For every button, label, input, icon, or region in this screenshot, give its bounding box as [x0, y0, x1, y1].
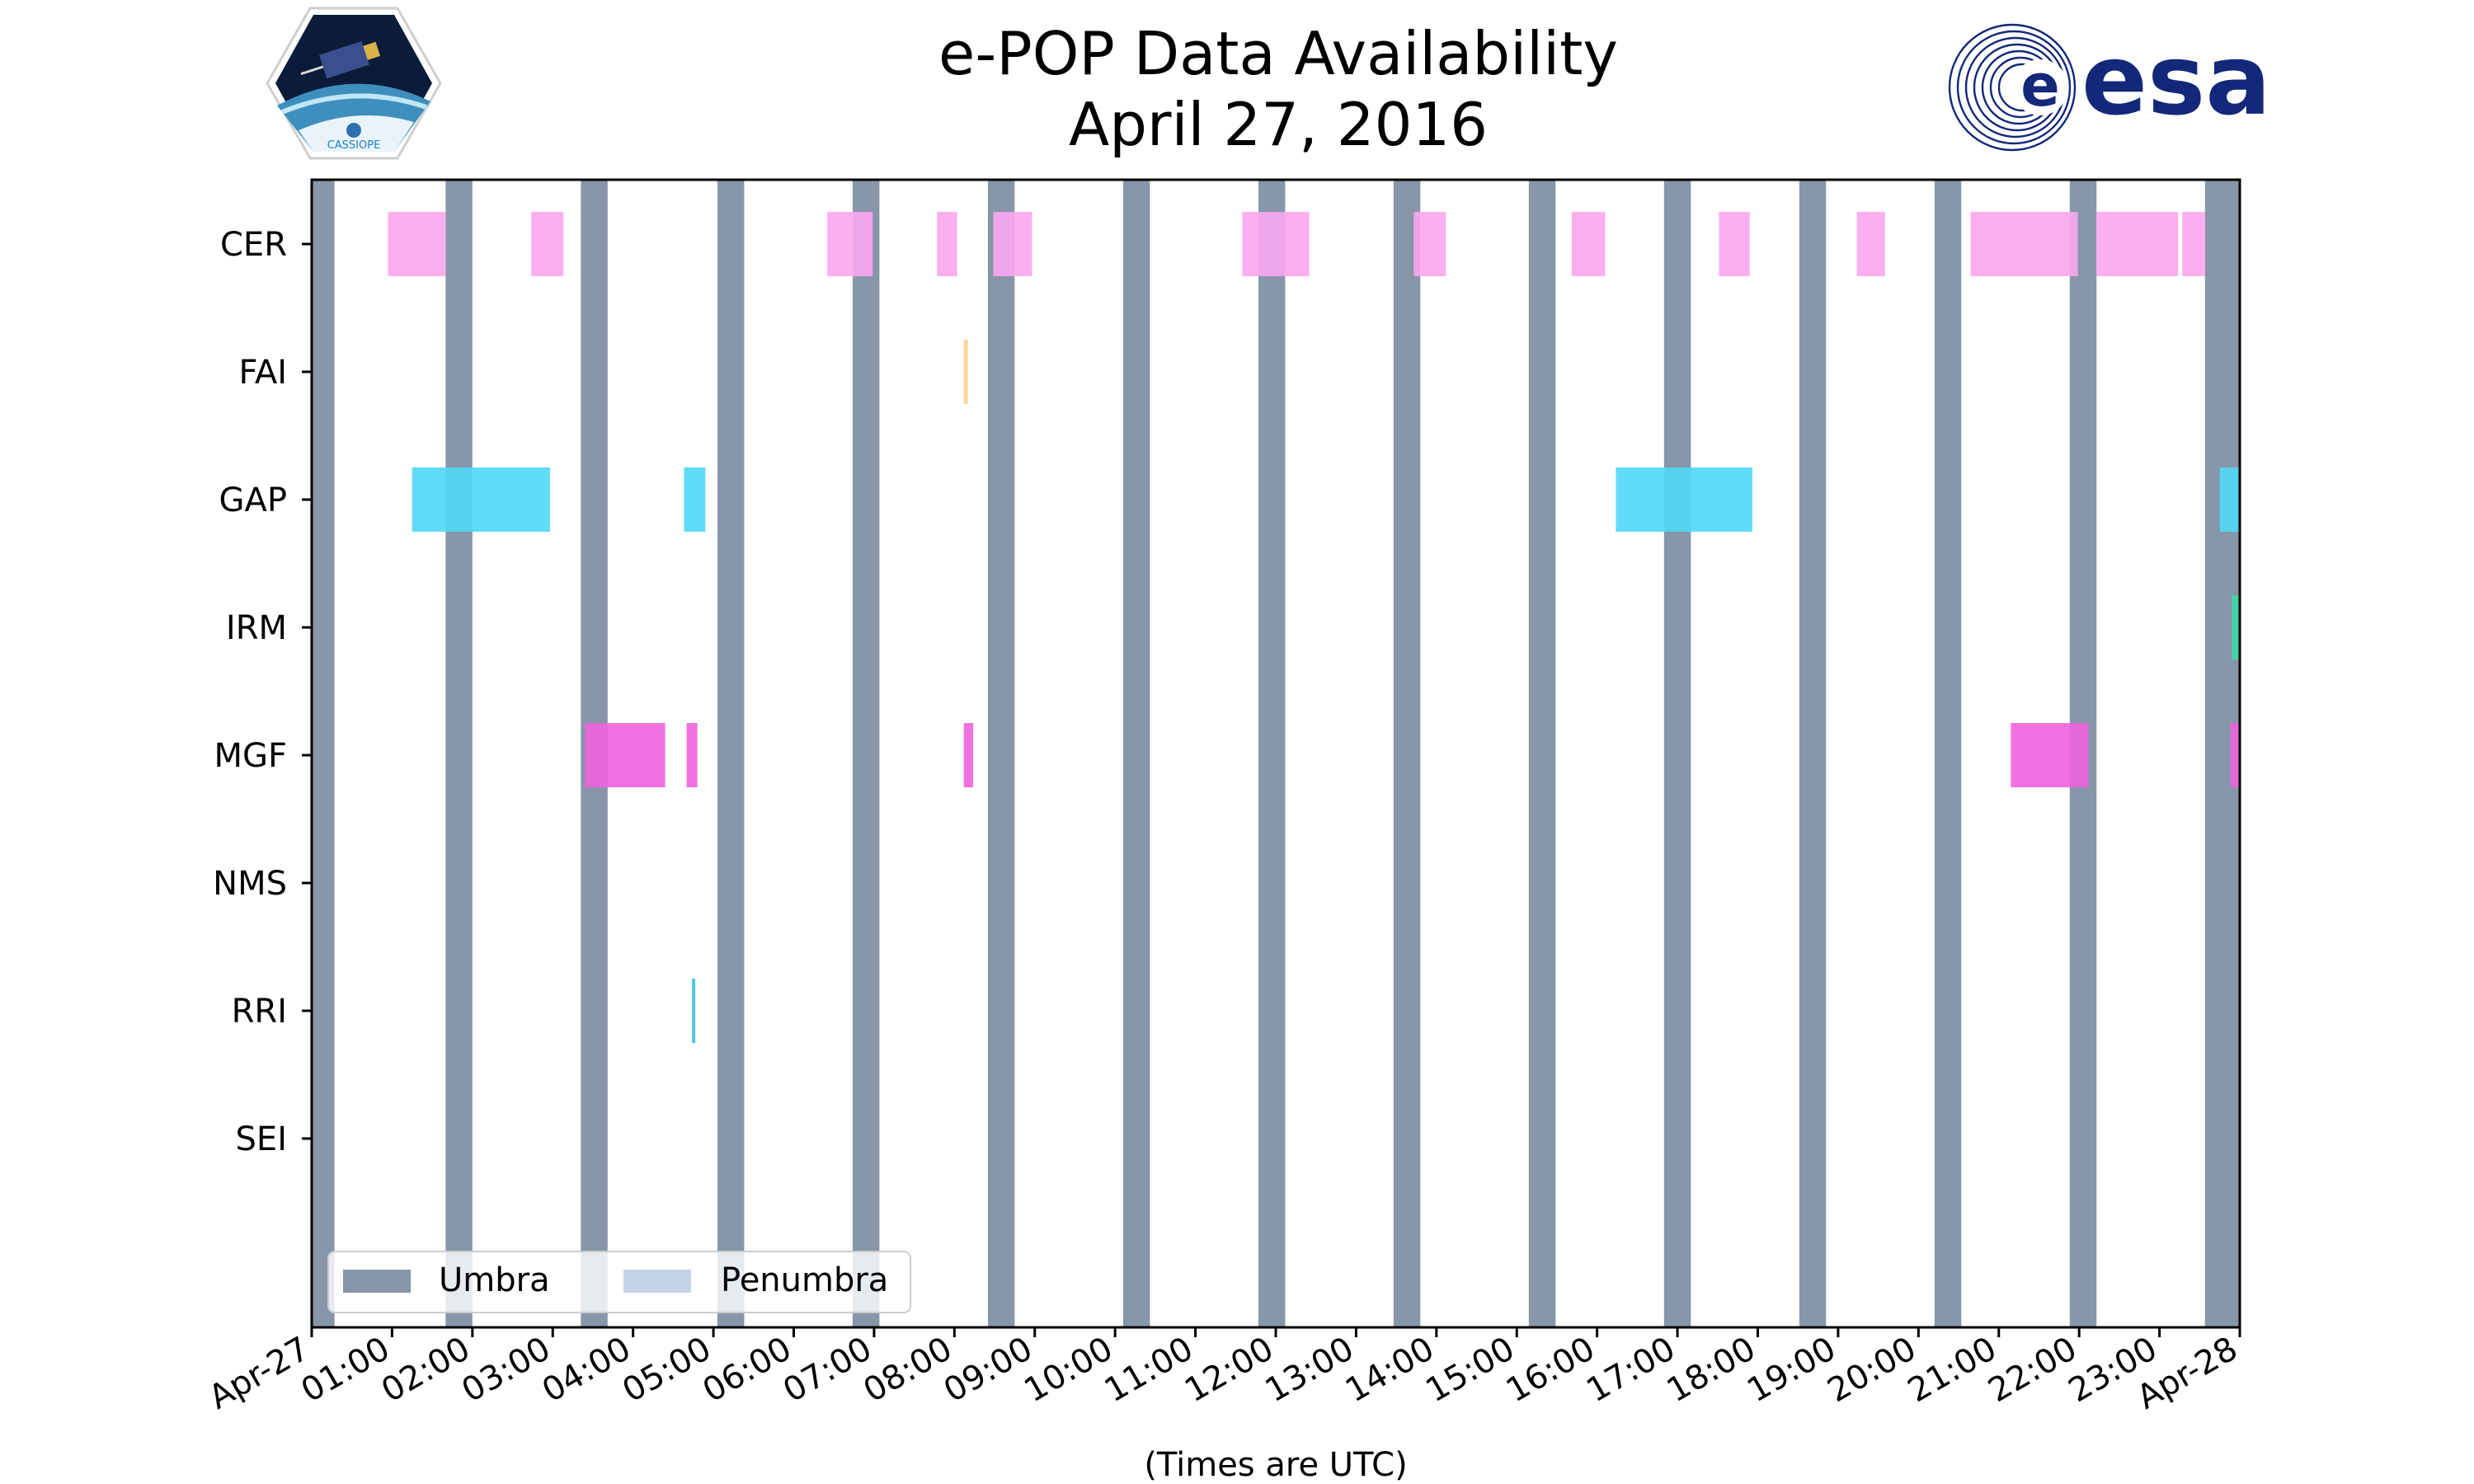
- umbra-band: [1934, 180, 1962, 1327]
- availability-bar-mgf: [585, 723, 666, 787]
- legend-umbra-swatch: [343, 1270, 411, 1293]
- x-tick-label: 01:00: [295, 1330, 397, 1410]
- availability-bar-gap: [412, 467, 551, 532]
- availability-bar-cer: [993, 212, 1032, 276]
- title-line-2: April 27, 2016: [1068, 90, 1489, 159]
- availability-bar-cer: [1719, 212, 1750, 276]
- cassiope-logo: CASSIOPE: [266, 7, 442, 160]
- availability-bar-cer: [2182, 212, 2205, 276]
- umbra-band: [1393, 180, 1421, 1327]
- x-tick-label: Apr-27: [203, 1330, 316, 1417]
- x-tick-label: 09:00: [938, 1330, 1039, 1410]
- availability-bar-mgf: [2230, 723, 2240, 787]
- legend-box: [327, 1251, 911, 1313]
- y-axis: CER FAI GAP IRM MGF NMS RRI SEI: [213, 226, 312, 1158]
- chart-title: e-POP Data Availability April 27, 2016: [783, 18, 1773, 160]
- x-tick-label: 19:00: [1741, 1330, 1842, 1410]
- availability-bar-gap: [1616, 467, 1753, 532]
- availability-bar-gap: [684, 467, 706, 532]
- x-tick-label: 16:00: [1500, 1330, 1602, 1410]
- availability-bar-cer: [1242, 212, 1310, 276]
- availability-bar-irm: [2232, 595, 2240, 660]
- availability-bar-cer: [937, 212, 957, 276]
- y-tick-label: SEI: [236, 1120, 287, 1158]
- umbra-band: [312, 180, 335, 1327]
- umbra-band: [1528, 180, 1556, 1327]
- y-tick-label: RRI: [232, 993, 287, 1031]
- x-tick-label: 13:00: [1259, 1330, 1361, 1410]
- x-tick-label: 06:00: [697, 1330, 798, 1410]
- x-tick-label: 10:00: [1018, 1330, 1119, 1410]
- availability-bar-mgf: [686, 723, 698, 787]
- x-tick-label: 21:00: [1902, 1330, 2003, 1410]
- esa-logo: e esa: [1948, 23, 2271, 152]
- availability-bar-cer: [827, 212, 873, 276]
- y-tick-label: GAP: [219, 481, 287, 519]
- x-tick-label: 11:00: [1098, 1330, 1200, 1410]
- umbra-band: [1122, 180, 1150, 1327]
- availability-bar-gap: [2219, 467, 2240, 532]
- x-tick-label: 18:00: [1661, 1330, 1762, 1410]
- availability-bar-cer: [1571, 212, 1606, 276]
- x-tick-label: 07:00: [777, 1330, 878, 1410]
- umbra-band: [717, 180, 745, 1327]
- availability-bar-cer: [1856, 212, 1885, 276]
- x-axis-label: (Times are UTC): [1144, 1446, 1407, 1484]
- availability-bar-cer: [2096, 212, 2179, 276]
- cassiope-logo-text: CASSIOPE: [327, 139, 381, 152]
- x-tick-label: 05:00: [616, 1330, 717, 1410]
- x-tick-label: 02:00: [375, 1330, 477, 1410]
- x-tick-label: 14:00: [1339, 1330, 1441, 1410]
- plot-area: [312, 180, 2240, 1327]
- y-tick-label: CER: [220, 226, 287, 264]
- umbra-band: [1258, 180, 1286, 1327]
- x-tick-label: 15:00: [1419, 1330, 1521, 1410]
- esa-logo-e: e: [2020, 52, 2059, 120]
- legend-penumbra-label: Penumbra: [721, 1261, 888, 1299]
- legend: Umbra Penumbra: [327, 1251, 911, 1313]
- availability-bar-cer: [388, 212, 446, 276]
- y-tick-label: FAI: [239, 354, 288, 392]
- umbra-band: [852, 180, 880, 1327]
- umbra-band: [987, 180, 1015, 1327]
- x-tick-label: 03:00: [455, 1330, 557, 1410]
- availability-bar-mgf: [2011, 723, 2089, 787]
- availability-bar-fai: [963, 340, 968, 404]
- x-axis: Apr-2701:0002:0003:0004:0005:0006:0007:0…: [203, 1327, 2244, 1417]
- legend-penumbra-swatch: [623, 1270, 691, 1293]
- y-tick-label: MGF: [214, 737, 287, 775]
- x-tick-label: 17:00: [1580, 1330, 1681, 1410]
- x-tick-label: 22:00: [1982, 1330, 2083, 1410]
- availability-bar-cer: [1970, 212, 2078, 276]
- title-line-1: e-POP Data Availability: [938, 19, 1618, 88]
- esa-logo-text: esa: [2081, 23, 2271, 137]
- x-tick-label: 12:00: [1178, 1330, 1280, 1410]
- y-tick-label: IRM: [226, 609, 287, 647]
- x-tick-label: 20:00: [1821, 1330, 1922, 1410]
- availability-bar-rri: [692, 979, 696, 1043]
- x-tick-label: 04:00: [536, 1330, 637, 1410]
- legend-umbra-label: Umbra: [439, 1261, 550, 1299]
- x-tick-label: 08:00: [857, 1330, 958, 1410]
- umbra-band: [1663, 180, 1691, 1327]
- y-tick-label: NMS: [213, 865, 287, 903]
- availability-bar-cer: [1413, 212, 1446, 276]
- umbra-band: [1799, 180, 1827, 1327]
- availability-bar-cer: [531, 212, 564, 276]
- umbra-band: [445, 180, 473, 1327]
- availability-bar-mgf: [963, 723, 974, 787]
